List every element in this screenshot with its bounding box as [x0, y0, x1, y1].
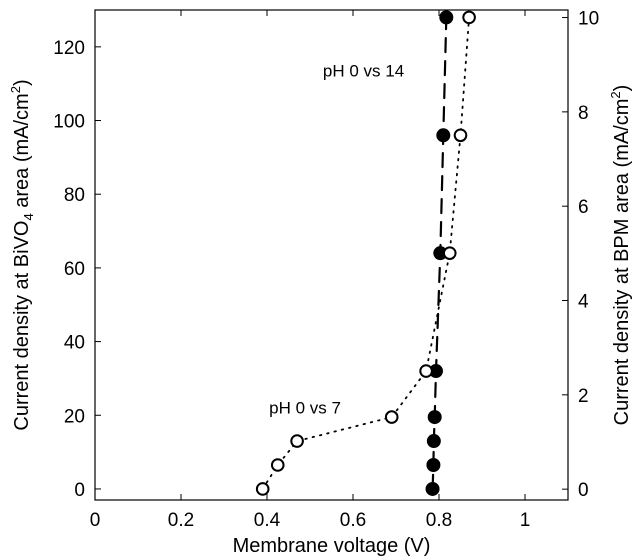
y-left-tick-label: 40	[64, 333, 85, 354]
y-axis-left-label: Current density at BiVO4 area (mA/cm2)	[8, 79, 36, 430]
annotation-ph0-vs-14: pH 0 vs 14	[323, 61, 404, 80]
plot-frame	[94, 9, 569, 501]
data-point-series-2	[255, 482, 270, 496]
y-left-tick-label: 20	[64, 406, 85, 427]
annotations: pH 0 vs 14 pH 0 vs 7	[269, 61, 404, 417]
y-left-label-sub: 4	[21, 213, 36, 220]
y-right-tick-label: 8	[578, 103, 589, 124]
y-right-tick-label: 2	[578, 386, 589, 407]
y-left-label-sup: 2	[8, 86, 23, 93]
y-right-tick-label: 6	[578, 197, 589, 218]
y-left-label-mid: area (mA/cm	[11, 93, 33, 213]
x-axis-label: Membrane voltage (V)	[233, 535, 431, 556]
y-right-tick-label: 10	[578, 9, 599, 30]
x-tick-label: 1	[520, 510, 531, 531]
x-tick-label: 0.6	[340, 510, 366, 531]
y-left-label-pre: Current density at BiVO	[11, 221, 33, 431]
y-axis-right-label: Current density at BPM area (mA/cm2)	[608, 85, 633, 426]
y-left-tick-label: 60	[64, 259, 85, 280]
y-left-tick-label: 80	[64, 185, 85, 206]
y-left-tick-label: 120	[53, 38, 85, 59]
data-point-series-2	[290, 434, 304, 448]
y-right-label-post: )	[611, 85, 633, 92]
data-point-series-2	[270, 458, 285, 472]
data-point-series-1	[425, 481, 440, 496]
x-tick-label: 0.4	[254, 510, 281, 531]
data-point-series-1	[436, 128, 451, 143]
data-point-series-2	[442, 246, 457, 260]
y-left-tick-label: 0	[74, 480, 85, 501]
annotation-ph0-vs-7: pH 0 vs 7	[269, 398, 341, 417]
data-point-series-2	[453, 128, 468, 143]
series-layer	[255, 10, 476, 496]
y-right-tick-label: 0	[578, 480, 589, 501]
data-point-series-1	[439, 10, 454, 25]
data-point-series-2	[384, 410, 399, 424]
data-point-series-1	[426, 458, 441, 472]
data-point-series-2	[462, 10, 476, 25]
data-point-series-1	[427, 410, 442, 425]
x-tick-label: 0	[90, 510, 101, 531]
y-right-label-pre: Current density at BPM area (mA/cm	[611, 99, 633, 426]
data-point-series-1	[426, 434, 441, 449]
y-left-tick-label: 100	[53, 112, 85, 133]
y-right-label-sup: 2	[608, 91, 623, 98]
y-right-tick-label: 4	[578, 292, 589, 313]
x-tick-label: 0.8	[426, 510, 452, 531]
y-left-label-post: )	[11, 79, 33, 86]
x-tick-label: 0.2	[168, 510, 194, 531]
data-point-series-2	[419, 364, 433, 378]
